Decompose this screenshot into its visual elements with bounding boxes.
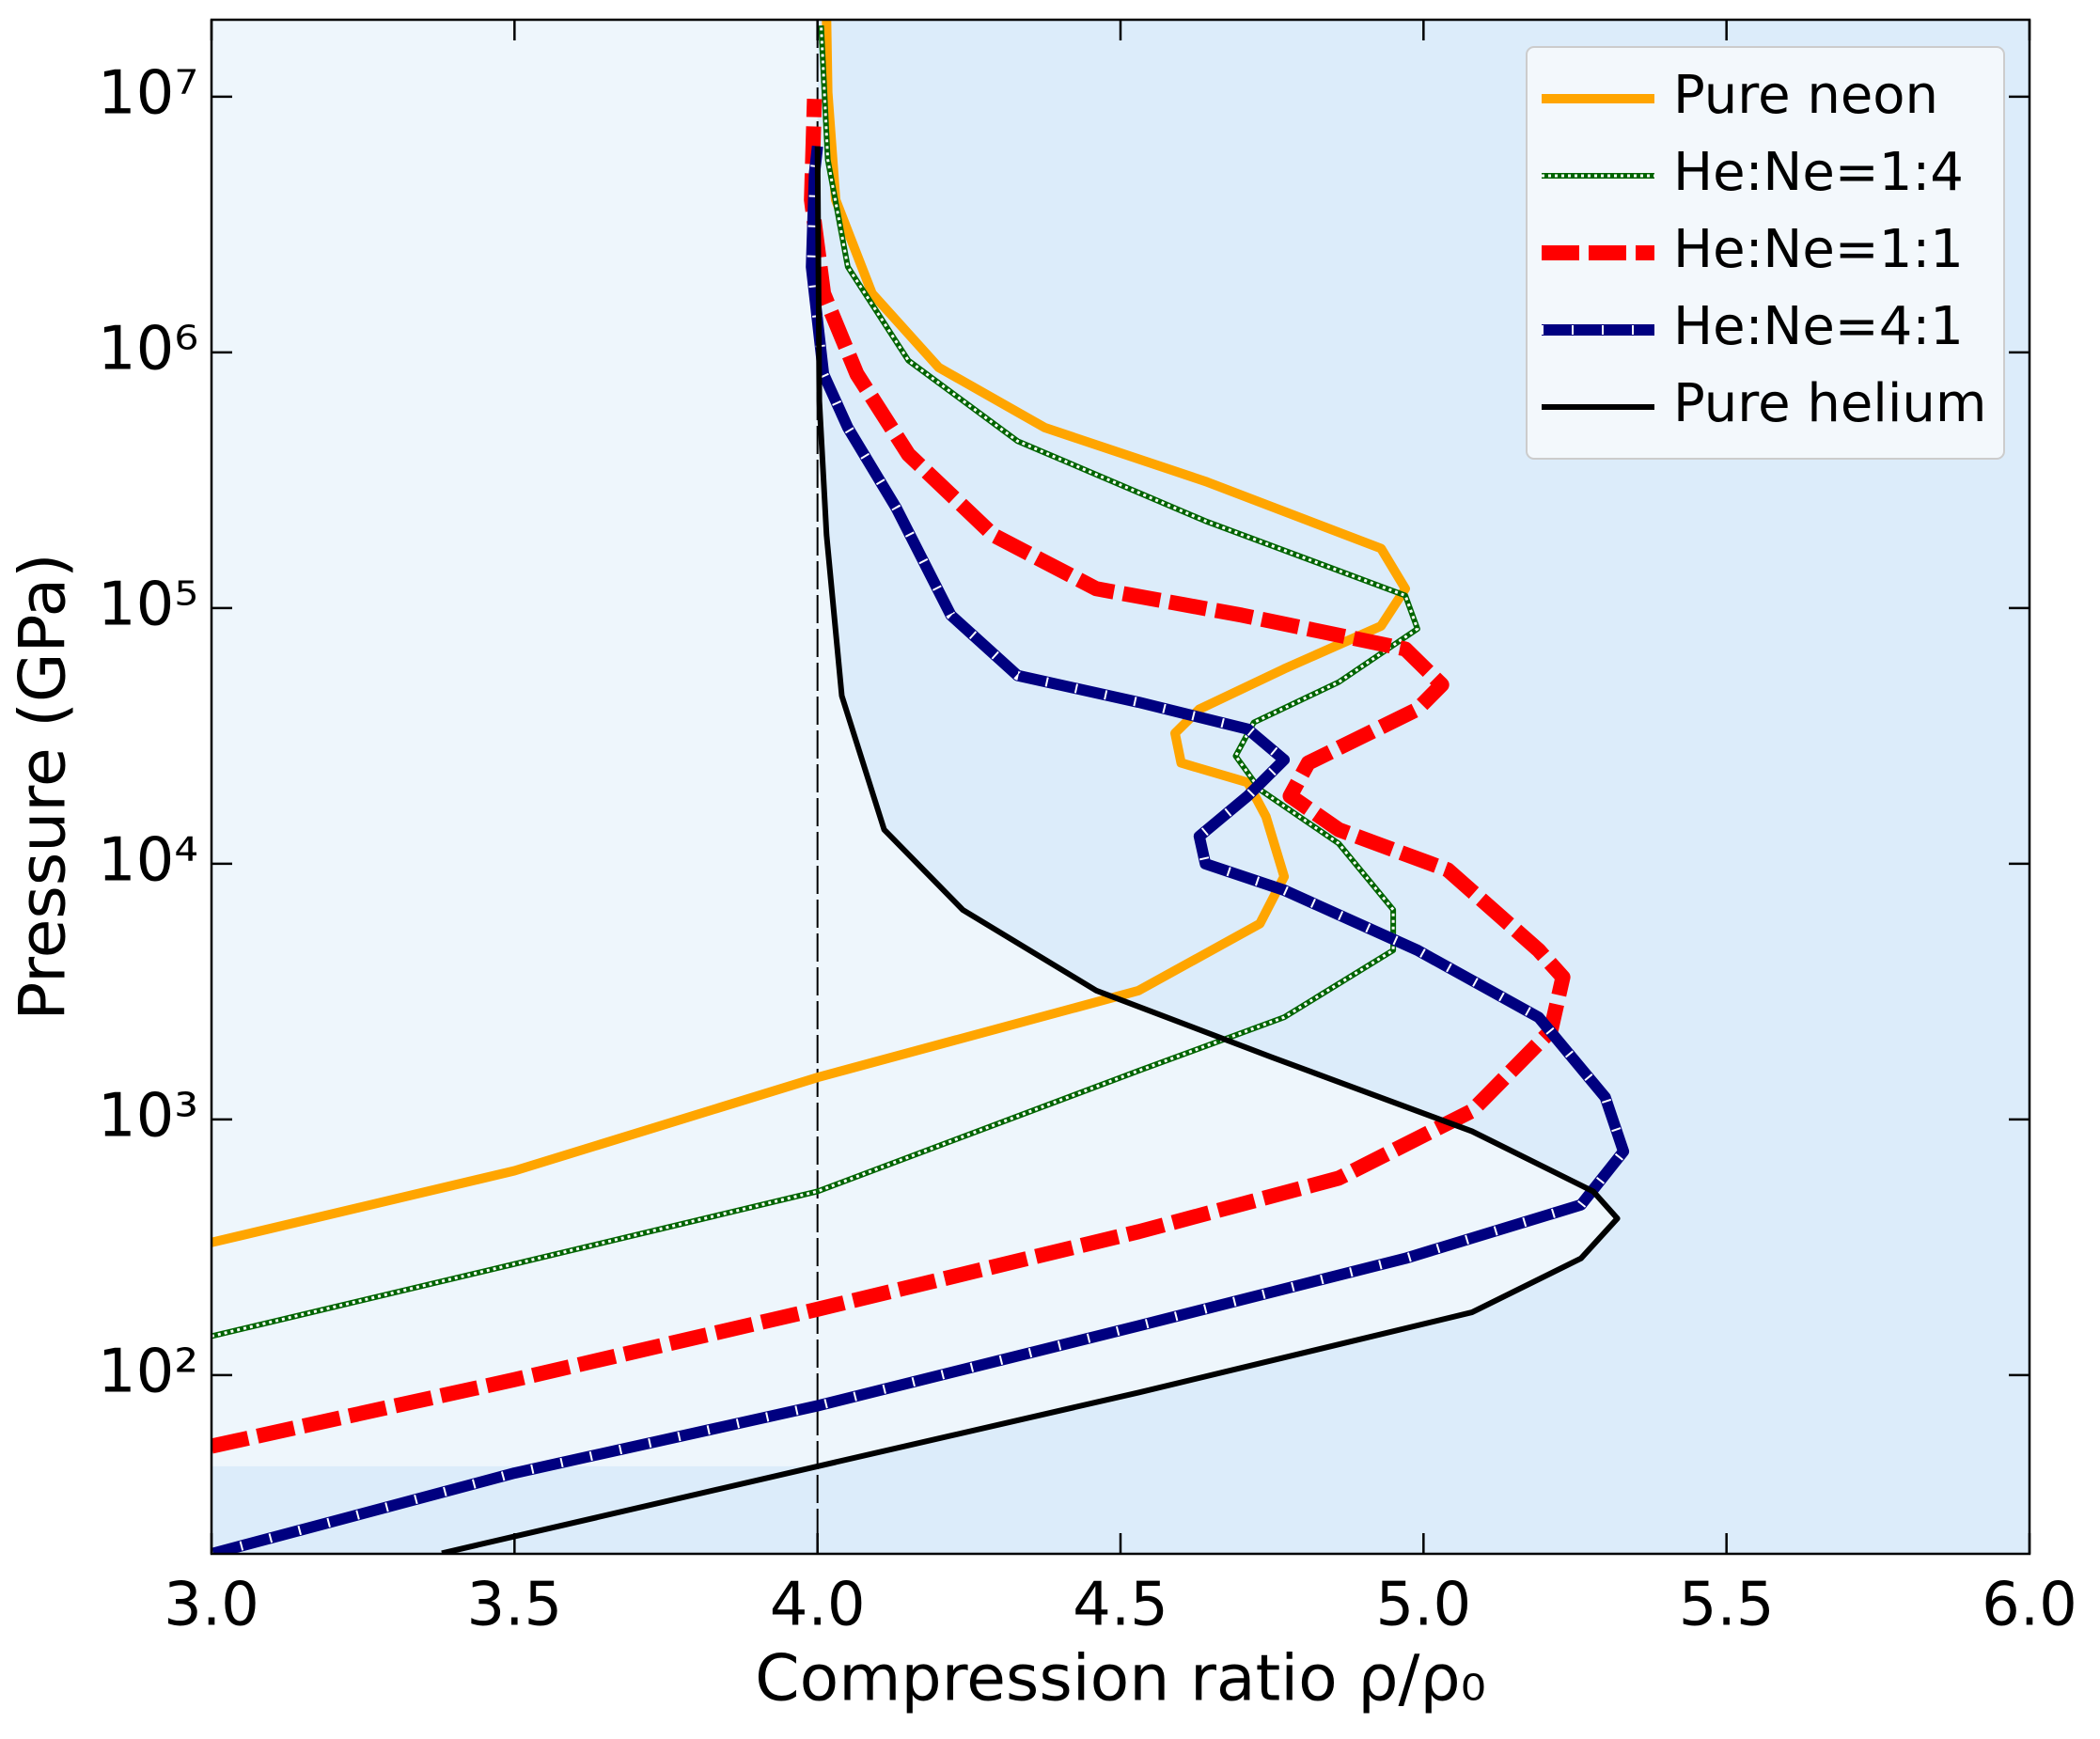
x-tick-label: 5.0 <box>1375 1571 1471 1640</box>
y-tick-label: 10⁶ <box>98 314 198 384</box>
x-axis-label: Compression ratio ρ/ρ₀ <box>755 1642 1486 1716</box>
x-tick-label: 5.5 <box>1679 1571 1775 1640</box>
series-line <box>212 145 1630 1554</box>
legend-box <box>1526 46 2005 460</box>
legend-label: He:Ne=1:1 <box>1673 219 1964 280</box>
legend-label: Pure neon <box>1673 65 1938 126</box>
series-line <box>212 20 1410 1247</box>
series-line <box>212 99 1571 1454</box>
y-tick-label: 10⁷ <box>98 58 198 128</box>
y-tick-label: 10² <box>98 1337 198 1406</box>
y-tick-label: 10⁴ <box>98 825 198 895</box>
y-tick-label: 10⁵ <box>98 570 198 639</box>
x-tick-label: 4.5 <box>1073 1571 1168 1640</box>
series-line <box>441 146 1621 1554</box>
x-tick-label: 4.0 <box>770 1571 866 1640</box>
light-region <box>212 20 1618 1466</box>
series-line-pattern <box>212 25 1419 1338</box>
legend-label: He:Ne=4:1 <box>1673 296 1964 357</box>
legend-label: He:Ne=1:4 <box>1673 142 1964 203</box>
plot-area <box>212 20 1630 1554</box>
y-axis-label: Pressure (GPa) <box>7 553 81 1020</box>
x-tick-label: 3.0 <box>164 1571 259 1640</box>
y-tick-label: 10³ <box>98 1081 198 1151</box>
x-tick-label: 3.5 <box>466 1571 562 1640</box>
legend-label: Pure helium <box>1673 373 1986 434</box>
x-tick-label: 6.0 <box>1982 1571 2077 1640</box>
